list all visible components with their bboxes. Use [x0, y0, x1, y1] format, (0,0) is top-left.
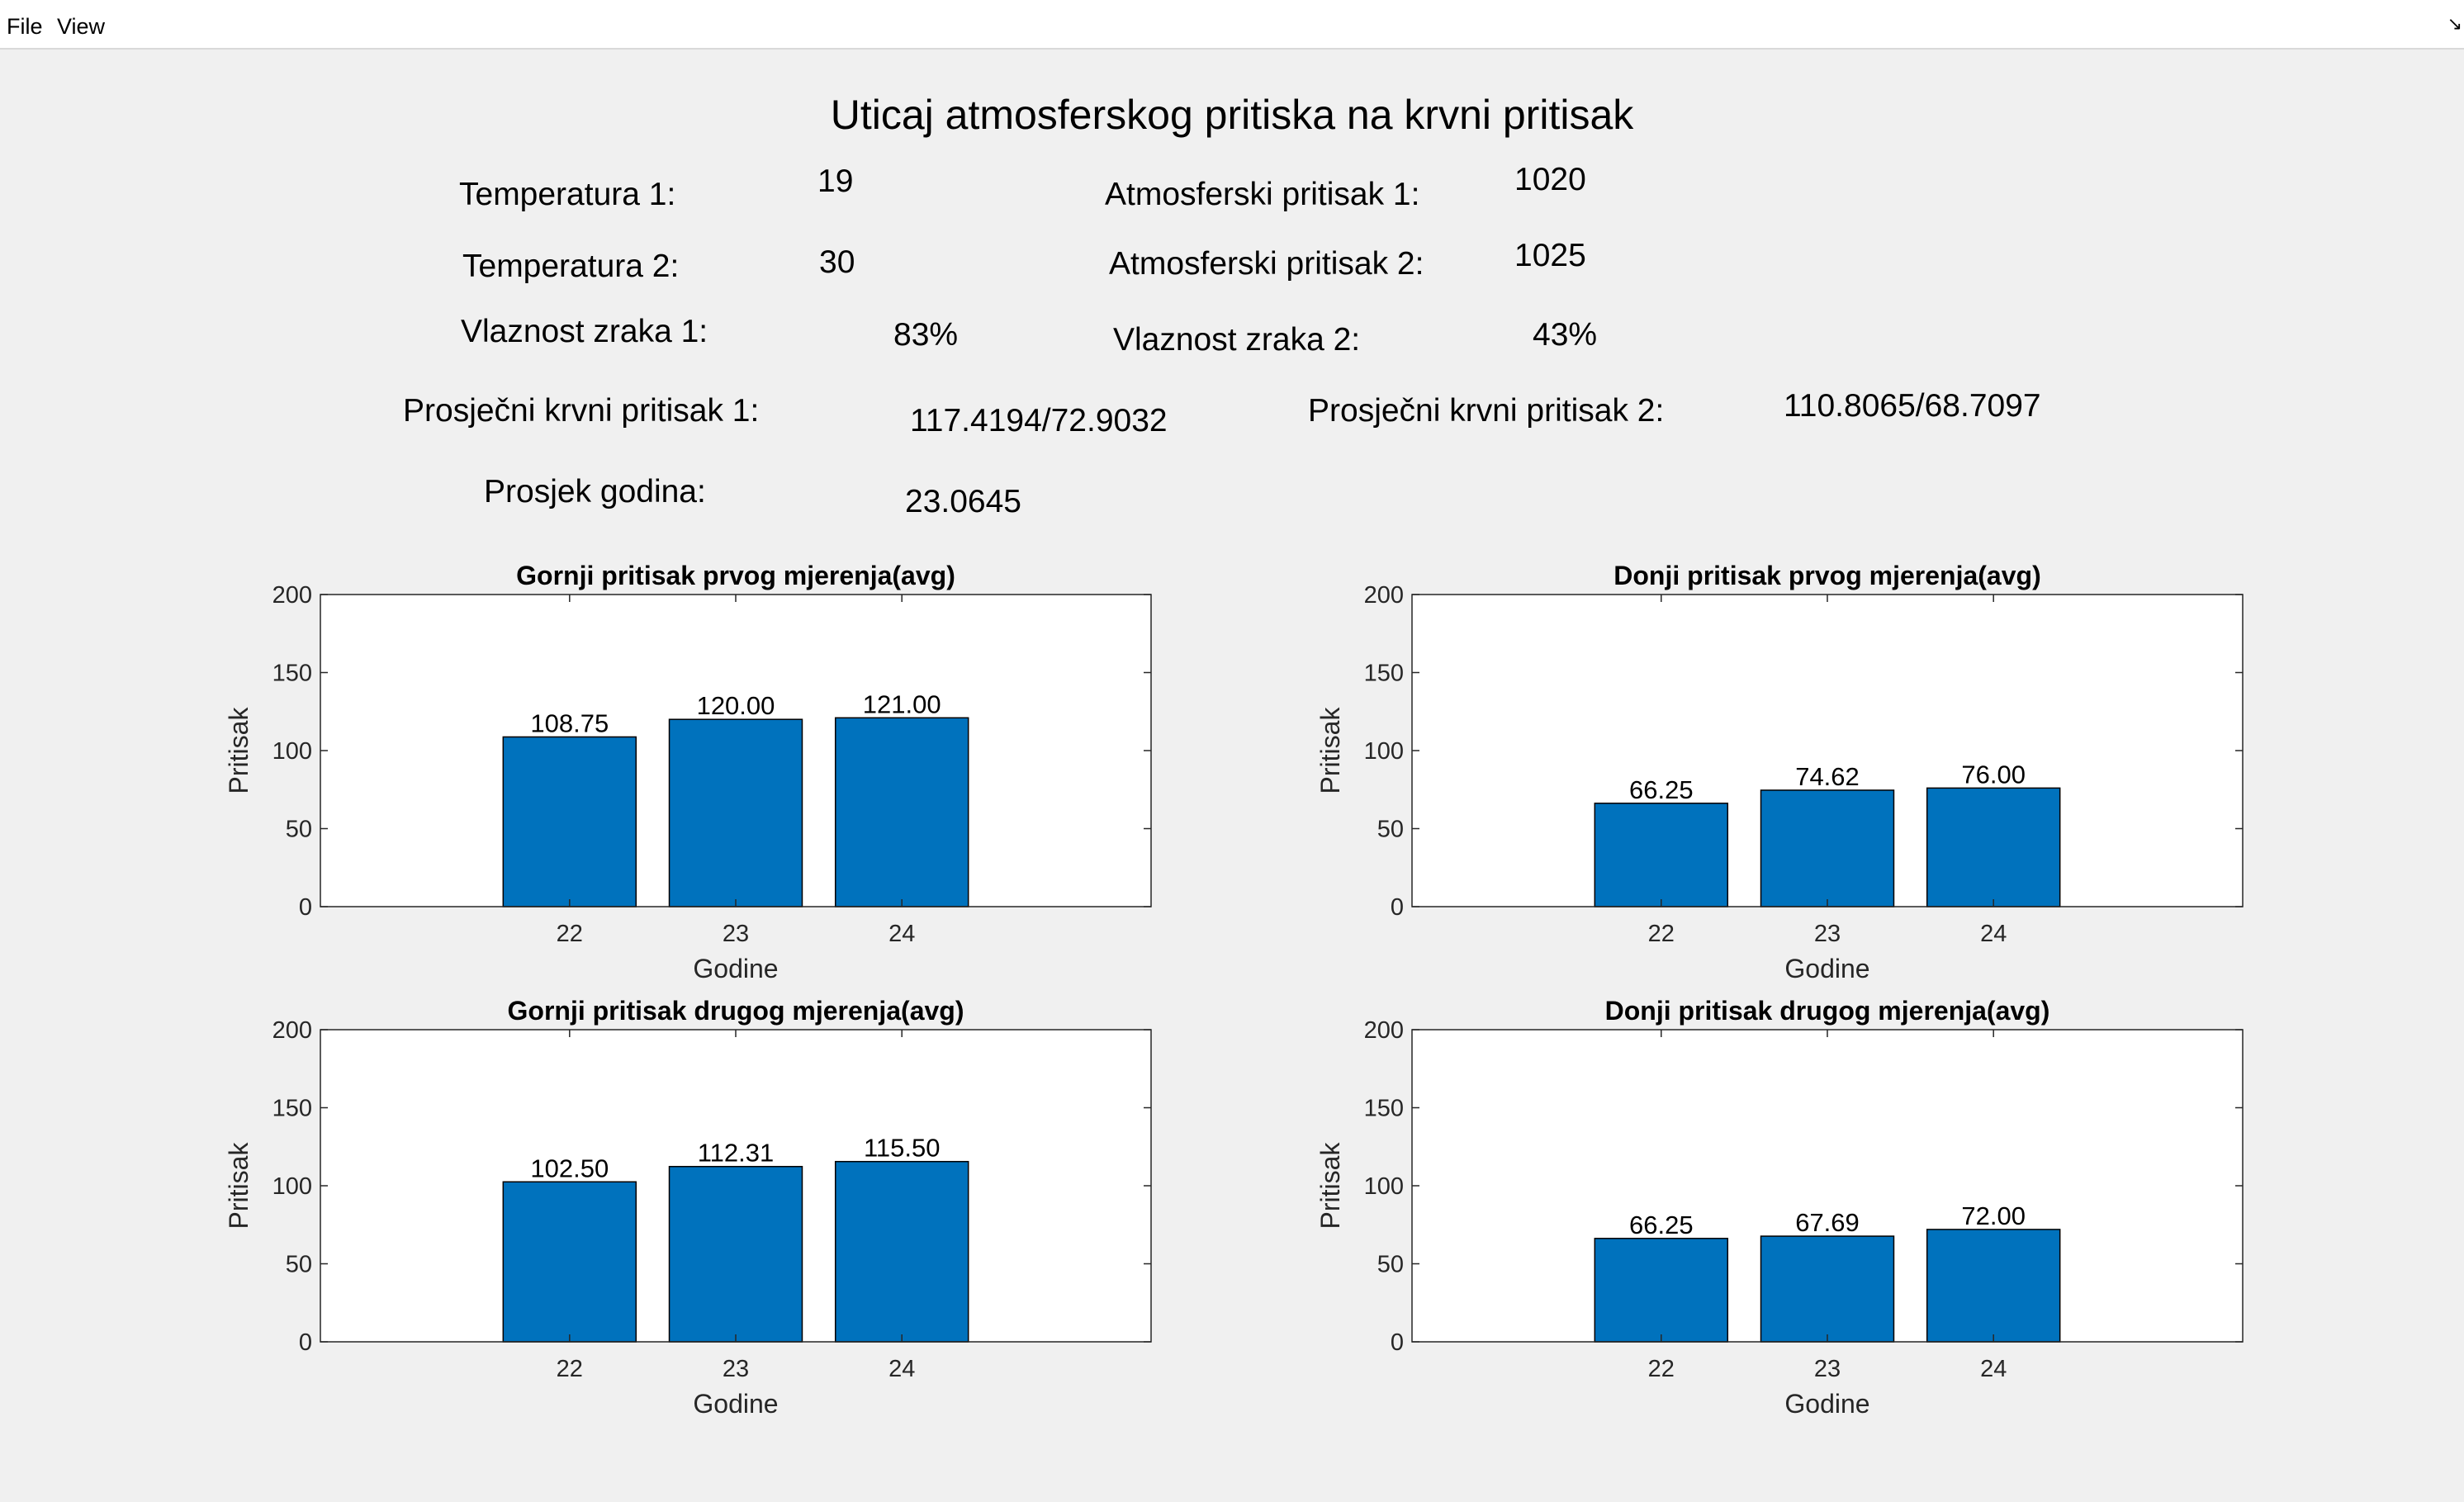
data-label-24: 121.00	[863, 689, 941, 718]
data-label-24: 115.50	[864, 1134, 941, 1163]
data-label-23: 112.31	[698, 1139, 775, 1168]
y-tick-label: 200	[272, 582, 312, 609]
bar-23	[668, 718, 803, 907]
y-tick-label: 0	[299, 894, 312, 921]
x-tick-label-23: 23	[723, 1356, 749, 1382]
chart-title: Donji pritisak drugog mjerenja(avg)	[1605, 996, 2050, 1026]
data-label-22: 66.25	[1629, 1211, 1694, 1239]
y-tick-label: 150	[272, 661, 312, 687]
chart-title: Gornji pritisak prvog mjerenja(avg)	[516, 561, 955, 590]
x-axis-label: Godine	[693, 1389, 778, 1419]
bar-22	[1594, 1238, 1729, 1343]
x-tick-label-23: 23	[1814, 1356, 1841, 1382]
y-axis-label: Pritisak	[224, 707, 254, 794]
y-tick-label: 100	[1364, 738, 1404, 765]
humidity-2-value: 43%	[1533, 317, 1598, 353]
humidity-1-label: Vlaznost zraka 1:	[461, 314, 708, 349]
x-tick-label-23: 23	[723, 921, 749, 947]
y-tick-label: 200	[272, 1017, 312, 1044]
avg-blood-pressure-2-value: 110.8065/68.7097	[1784, 388, 2041, 424]
bar-22	[502, 1181, 637, 1343]
x-axis-label: Godine	[693, 954, 778, 983]
chart-title: Gornji pritisak drugog mjerenja(avg)	[508, 996, 964, 1026]
x-tick-label-24: 24	[1980, 921, 2007, 947]
x-tick-label-23: 23	[1814, 921, 1841, 947]
x-tick-label-24: 24	[888, 921, 915, 947]
x-axis-label: Godine	[1784, 954, 1869, 983]
y-tick-label: 150	[272, 1096, 312, 1122]
data-label-24: 72.00	[1961, 1201, 2026, 1230]
y-tick-label: 200	[1364, 582, 1404, 609]
data-label-23: 74.62	[1795, 762, 1860, 791]
x-tick-label-22: 22	[1648, 921, 1675, 947]
y-tick-label: 50	[286, 817, 312, 843]
y-axis-label: Pritisak	[1315, 1142, 1345, 1230]
y-axis-label: Pritisak	[224, 1142, 254, 1230]
y-tick-label: 0	[299, 1329, 312, 1356]
bar-24	[1926, 787, 2061, 907]
y-tick-label: 0	[1391, 894, 1404, 921]
y-tick-label: 100	[272, 1173, 312, 1200]
data-label-24: 76.00	[1961, 760, 2026, 789]
chart-lower-second-measurement: 66.25 67.69 72.00 0 50 100 150 200 22 23 24 Donji p…	[1315, 996, 2244, 1419]
bar-22	[502, 736, 637, 907]
temperature-2-label: Temperatura 2:	[462, 249, 680, 284]
x-tick-label-22: 22	[557, 1356, 583, 1382]
humidity-2-label: Vlaznost zraka 2:	[1113, 322, 1361, 358]
avg-blood-pressure-1-label: Prosječni krvni pritisak 1:	[403, 393, 760, 429]
y-tick-label: 150	[1364, 1096, 1404, 1122]
menu-file[interactable]: File	[7, 14, 43, 39]
y-tick-label: 100	[272, 738, 312, 765]
data-label-22: 102.50	[530, 1154, 609, 1182]
x-tick-label-24: 24	[1980, 1356, 2007, 1382]
figure-title: Uticaj atmosferskog pritiska na krvni pr…	[830, 92, 1634, 138]
x-tick-label-24: 24	[888, 1356, 915, 1382]
temperature-1-label: Temperatura 1:	[459, 177, 676, 212]
y-tick-label: 0	[1391, 1329, 1404, 1356]
avg-blood-pressure-1-value: 117.4194/72.9032	[910, 403, 1168, 438]
bar-23	[1760, 1235, 1895, 1343]
dock-arrow-icon[interactable]: ↘	[2447, 13, 2462, 34]
x-tick-label-22: 22	[557, 921, 583, 947]
bar-23	[1760, 789, 1895, 907]
menu-view[interactable]: View	[57, 14, 106, 39]
bar-24	[834, 1160, 969, 1343]
data-label-23: 120.00	[697, 691, 775, 720]
atmospheric-pressure-2-label: Atmosferski pritisak 2:	[1109, 246, 1424, 282]
bar-24	[1926, 1229, 2061, 1343]
data-label-22: 66.25	[1629, 775, 1694, 804]
y-tick-label: 50	[1377, 817, 1404, 843]
y-tick-label: 50	[286, 1252, 312, 1278]
menu-bar: File View ↘	[0, 0, 2464, 50]
avg-age-value: 23.0645	[905, 484, 1021, 519]
x-axis-label: Godine	[1784, 1389, 1869, 1419]
atmospheric-pressure-1-value: 1020	[1514, 162, 1586, 197]
temperature-2-value: 30	[819, 244, 855, 280]
avg-age-label: Prosjek godina:	[484, 474, 706, 509]
y-axis-label: Pritisak	[1315, 707, 1345, 794]
temperature-1-value: 19	[817, 163, 854, 199]
humidity-1-value: 83%	[893, 317, 959, 353]
y-tick-label: 50	[1377, 1252, 1404, 1278]
bar-24	[834, 717, 969, 907]
atmospheric-pressure-2-value: 1025	[1514, 238, 1586, 273]
x-tick-label-22: 22	[1648, 1356, 1675, 1382]
data-label-23: 67.69	[1795, 1208, 1860, 1237]
y-tick-label: 200	[1364, 1017, 1404, 1044]
bar-22	[1594, 803, 1729, 907]
chart-upper-first-measurement: 108.75 120.00 121.00 0 50 100 150 200 22 23 24 Gorn…	[224, 561, 1152, 983]
avg-blood-pressure-2-label: Prosječni krvni pritisak 2:	[1308, 393, 1665, 429]
chart-lower-first-measurement: 66.25 74.62 76.00 0 50 100 150 200 22 23 24 Donji p…	[1315, 561, 2244, 983]
chart-title: Donji pritisak prvog mjerenja(avg)	[1613, 561, 2040, 590]
data-label-22: 108.75	[530, 708, 609, 737]
bar-23	[668, 1165, 803, 1343]
atmospheric-pressure-1-label: Atmosferski pritisak 1:	[1105, 177, 1420, 212]
chart-upper-second-measurement: 102.50 112.31 115.50 0 50 100 150 200 22 23 24 Gorn…	[224, 996, 1152, 1419]
y-tick-label: 150	[1364, 661, 1404, 687]
y-tick-label: 100	[1364, 1173, 1404, 1200]
